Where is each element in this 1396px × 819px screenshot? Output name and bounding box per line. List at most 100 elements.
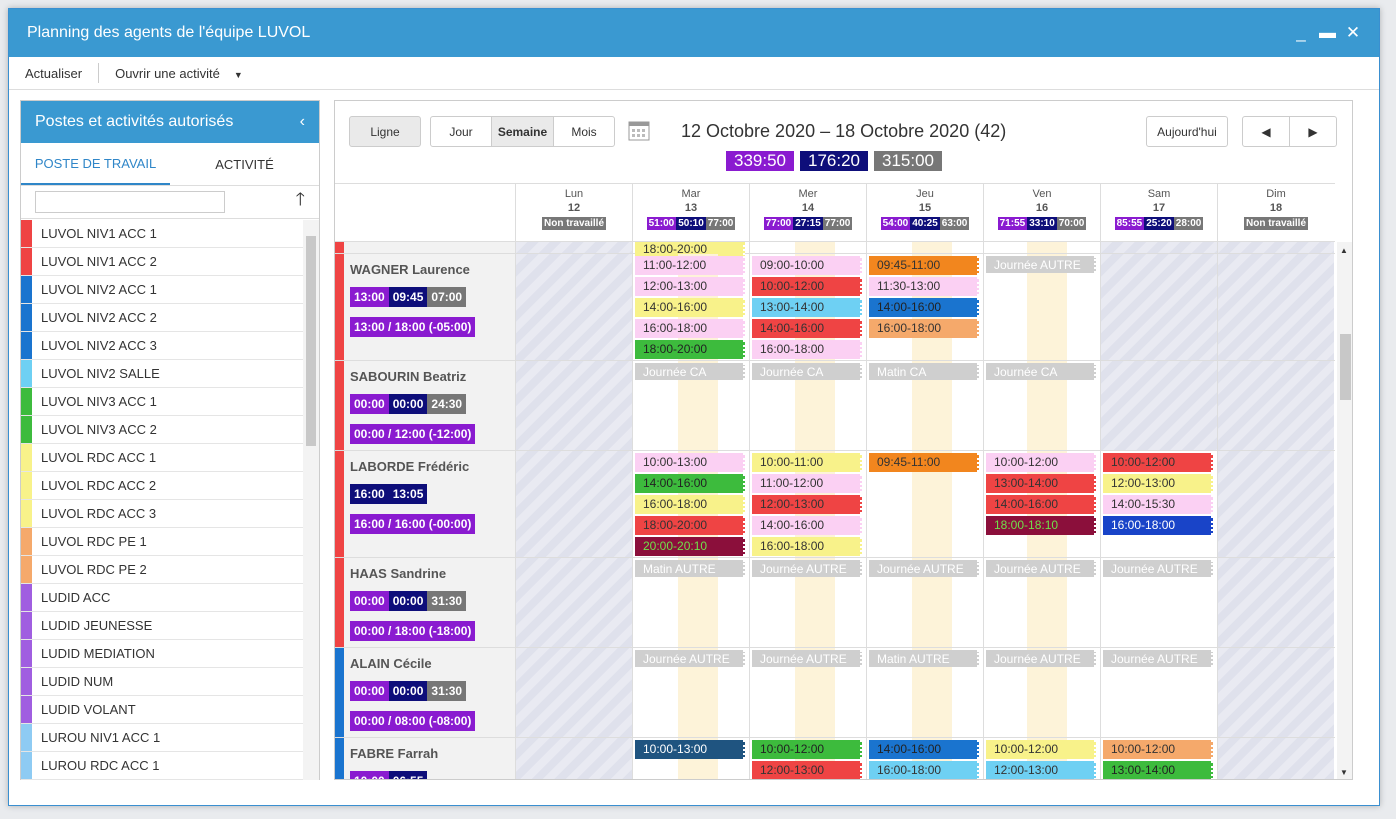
shift-block[interactable]: Journée AUTRE — [752, 560, 862, 577]
shift-block[interactable]: 12:00-13:00 — [1103, 474, 1213, 493]
prev-week-button[interactable]: ◀ — [1242, 116, 1290, 147]
shift-block[interactable]: 18:00-20:00 — [635, 340, 745, 359]
shift-block[interactable]: 14:00-16:00 — [635, 298, 745, 317]
day-cell[interactable] — [1217, 738, 1334, 779]
scroll-down-icon[interactable]: ▼ — [1340, 768, 1348, 777]
shift-block[interactable]: 12:00-13:00 — [986, 761, 1096, 779]
close-icon[interactable]: ✕ — [1345, 23, 1361, 42]
day-cell[interactable]: Journée CA — [749, 361, 866, 450]
day-cell[interactable]: 11:00-12:00 12:00-13:00 14:00-16:00 16:00-1… — [632, 254, 749, 360]
day-cell[interactable] — [1217, 451, 1334, 557]
agent-name[interactable]: LABORDE Frédéric — [350, 459, 470, 474]
day-cell[interactable]: Matin AUTRE — [632, 558, 749, 647]
list-item[interactable]: LUVOL RDC ACC 3 — [21, 500, 303, 528]
shift-block[interactable]: 14:00-16:00 — [752, 516, 862, 535]
day-cell[interactable]: 10:00-12:00 12:00-13:00 — [983, 738, 1100, 779]
list-item[interactable]: LUVOL NIV3 ACC 1 — [21, 388, 303, 416]
shift-block[interactable]: 16:00-18:00 — [752, 537, 862, 556]
shift-block[interactable]: 10:00-12:00 — [752, 740, 862, 759]
shift-block[interactable]: 18:00-20:00 — [635, 516, 745, 535]
shift-block[interactable]: 14:00-16:00 — [752, 319, 862, 338]
list-item[interactable]: LUDID JEUNESSE — [21, 612, 303, 640]
shift-block[interactable]: Journée AUTRE — [986, 256, 1096, 273]
shift-block[interactable]: 14:00-16:00 — [986, 495, 1096, 514]
agent-name[interactable]: FABRE Farrah — [350, 746, 439, 761]
shift-block[interactable]: 10:00-11:00 — [752, 453, 862, 472]
day-cell[interactable]: 10:00-13:00 — [632, 738, 749, 779]
today-button[interactable]: Aujourd'hui — [1146, 116, 1228, 147]
day-cell[interactable]: Journée AUTRE — [983, 558, 1100, 647]
day-cell[interactable] — [515, 361, 632, 450]
day-cell[interactable] — [1100, 242, 1217, 253]
agent-name[interactable]: HAAS Sandrine — [350, 566, 447, 581]
shift-block[interactable]: 10:00-12:00 — [986, 453, 1096, 472]
shift-block[interactable]: 13:00-14:00 — [1103, 761, 1213, 779]
list-item[interactable]: LUVOL RDC ACC 2 — [21, 472, 303, 500]
list-item[interactable]: LUVOL NIV1 ACC 1 — [21, 220, 303, 248]
tab-poste-de-travail[interactable]: POSTE DE TRAVAIL — [21, 143, 170, 185]
list-item[interactable]: LUVOL NIV2 ACC 1 — [21, 276, 303, 304]
day-cell[interactable]: Journée CA — [983, 361, 1100, 450]
day-cell[interactable]: Journée AUTRE — [1100, 648, 1217, 737]
list-item[interactable]: LUVOL NIV2 ACC 3 — [21, 332, 303, 360]
left-scrollbar[interactable] — [303, 220, 319, 780]
day-cell[interactable] — [515, 451, 632, 557]
day-view-button[interactable]: Jour — [430, 116, 492, 147]
line-view-button[interactable]: Ligne — [349, 116, 421, 147]
day-cell[interactable]: Journée AUTRE — [1100, 558, 1217, 647]
day-cell[interactable] — [1100, 254, 1217, 360]
shift-block[interactable]: 12:00-13:00 — [752, 761, 862, 779]
agent-name[interactable]: SABOURIN Beatriz — [350, 369, 467, 384]
day-cell[interactable] — [1217, 558, 1334, 647]
shift-block[interactable]: 12:00-13:00 — [752, 495, 862, 514]
shift-block[interactable]: 12:00-13:00 — [635, 277, 745, 296]
day-cell[interactable]: 18:00-20:00 — [632, 242, 749, 259]
agent-name[interactable]: ALAIN Cécile — [350, 656, 432, 671]
next-week-button[interactable]: ▶ — [1289, 116, 1337, 147]
day-cell[interactable] — [515, 738, 632, 779]
day-cell[interactable] — [1100, 361, 1217, 450]
shift-block[interactable]: Matin CA — [869, 363, 979, 380]
shift-block[interactable]: 14:00-15:30 — [1103, 495, 1213, 514]
scroll-up-icon[interactable]: ▲ — [1340, 246, 1348, 255]
day-cell[interactable] — [515, 648, 632, 737]
list-item[interactable]: LUROU NIV1 ACC 1 — [21, 724, 303, 752]
shift-block[interactable]: 10:00-12:00 — [752, 277, 862, 296]
shift-block[interactable]: Journée CA — [635, 363, 745, 380]
shift-block[interactable]: 09:45-11:00 — [869, 256, 979, 275]
shift-block[interactable]: 09:00-10:00 — [752, 256, 862, 275]
day-cell[interactable]: 10:00-12:00 13:00-14:00 14:00-16:00 18:00-1… — [983, 451, 1100, 557]
shift-block[interactable]: Journée AUTRE — [986, 560, 1096, 577]
shift-block[interactable]: Matin AUTRE — [635, 560, 745, 577]
shift-block[interactable]: 10:00-13:00 — [635, 740, 745, 759]
list-item[interactable]: LUDID MEDIATION — [21, 640, 303, 668]
list-item[interactable]: LUDID NUM — [21, 668, 303, 696]
shift-block[interactable]: 10:00-12:00 — [1103, 453, 1213, 472]
shift-block[interactable]: 10:00-12:00 — [986, 740, 1096, 759]
day-cell[interactable] — [1217, 254, 1334, 360]
minimize-icon[interactable]: _ — [1296, 23, 1306, 42]
tab-activite[interactable]: ACTIVITÉ — [215, 156, 274, 172]
grid-scroll-thumb[interactable] — [1340, 334, 1351, 400]
shift-block[interactable]: Journée AUTRE — [1103, 560, 1213, 577]
agent-name[interactable]: WAGNER Laurence — [350, 262, 470, 277]
day-cell[interactable]: 10:00-12:00 12:00-13:00 14:00-15:30 16:00-1… — [1100, 451, 1217, 557]
shift-block[interactable]: 20:00-20:10 — [635, 537, 745, 556]
list-item[interactable]: LUVOL NIV1 ACC 2 — [21, 248, 303, 276]
day-cell[interactable]: 10:00-11:00 11:00-12:00 12:00-13:00 14:00-1… — [749, 451, 866, 557]
day-cell[interactable]: 10:00-13:00 14:00-16:00 16:00-18:00 18:00-2… — [632, 451, 749, 557]
day-cell[interactable] — [983, 242, 1100, 253]
list-item[interactable]: LUDID ACC — [21, 584, 303, 612]
day-cell[interactable]: Journée CA — [632, 361, 749, 450]
day-cell[interactable]: 09:45-11:00 — [866, 451, 983, 557]
shift-block[interactable]: 11:00-12:00 — [635, 256, 745, 275]
list-item[interactable]: LUVOL NIV2 SALLE — [21, 360, 303, 388]
shift-block[interactable]: 10:00-12:00 — [1103, 740, 1213, 759]
day-cell[interactable] — [866, 242, 983, 253]
list-item[interactable]: LUROU RDC ACC 1 — [21, 752, 303, 780]
shift-block[interactable]: 14:00-16:00 — [869, 740, 979, 759]
shift-block[interactable]: Journée AUTRE — [1103, 650, 1213, 667]
shift-block[interactable]: Journée AUTRE — [635, 650, 745, 667]
shift-block[interactable]: 16:00-18:00 — [635, 495, 745, 514]
list-item[interactable]: LUVOL NIV2 ACC 2 — [21, 304, 303, 332]
